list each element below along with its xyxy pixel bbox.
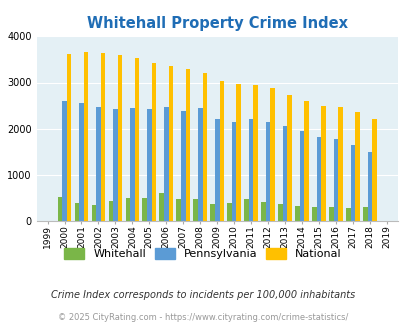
Bar (294, 206, 299, 221)
Bar (168, 66, 173, 221)
Bar (260, 202, 265, 221)
Bar (79, 103, 83, 221)
Bar (354, 112, 359, 221)
Bar (320, 106, 325, 221)
Bar (265, 122, 270, 221)
Bar (125, 198, 130, 221)
Bar (113, 109, 117, 221)
Bar (181, 111, 185, 221)
Bar (176, 199, 181, 221)
Bar (253, 85, 257, 221)
Bar (227, 203, 231, 221)
Bar (219, 81, 224, 221)
Bar (311, 207, 316, 221)
Bar (316, 137, 320, 221)
Bar (147, 109, 151, 221)
Bar (108, 201, 113, 221)
Bar (142, 198, 147, 221)
Bar (151, 63, 156, 221)
Bar (244, 199, 248, 221)
Bar (345, 208, 350, 221)
Bar (159, 193, 164, 221)
Bar (198, 108, 202, 221)
Bar (202, 73, 207, 221)
Bar (277, 205, 282, 221)
Bar (58, 197, 62, 221)
Bar (96, 107, 100, 221)
Bar (75, 203, 79, 221)
Bar (185, 69, 190, 221)
Bar (117, 55, 122, 221)
Bar (350, 145, 354, 221)
Bar (193, 199, 198, 221)
Text: © 2025 CityRating.com - https://www.cityrating.com/crime-statistics/: © 2025 CityRating.com - https://www.city… (58, 313, 347, 322)
Bar (130, 108, 134, 221)
Bar (282, 126, 287, 221)
Bar (83, 52, 88, 221)
Title: Whitehall Property Crime Index: Whitehall Property Crime Index (87, 16, 347, 31)
Bar (371, 119, 376, 221)
Bar (67, 54, 71, 221)
Bar (62, 101, 67, 221)
Bar (92, 205, 96, 221)
Bar (287, 95, 291, 221)
Bar (214, 119, 219, 221)
Text: Crime Index corresponds to incidents per 100,000 inhabitants: Crime Index corresponds to incidents per… (51, 290, 354, 300)
Bar (100, 53, 105, 221)
Bar (134, 58, 139, 221)
Bar (231, 122, 236, 221)
Bar (367, 152, 371, 221)
Bar (270, 88, 274, 221)
Bar (333, 139, 337, 221)
Bar (236, 84, 241, 221)
Bar (248, 119, 253, 221)
Bar (362, 207, 367, 221)
Bar (304, 101, 308, 221)
Bar (210, 205, 214, 221)
Bar (328, 207, 333, 221)
Bar (337, 108, 342, 221)
Bar (299, 131, 304, 221)
Legend: Whitehall, Pennsylvania, National: Whitehall, Pennsylvania, National (60, 244, 345, 263)
Bar (164, 108, 168, 221)
